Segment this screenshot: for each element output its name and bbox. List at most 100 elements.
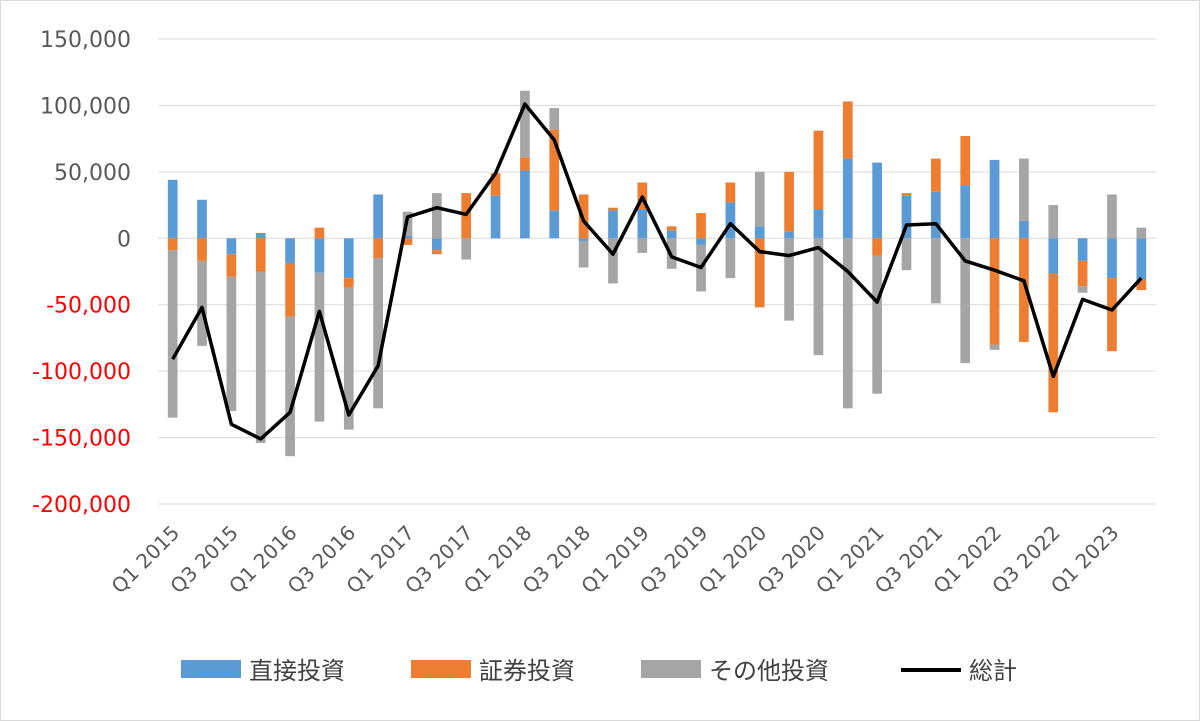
legend: 直接投資 証券投資 その他投資 総計 [181, 657, 1017, 685]
bar-direct [343, 238, 354, 279]
y-tick-label: -150,000 [32, 427, 131, 452]
bar-other [637, 238, 648, 253]
bar-other [1107, 194, 1117, 239]
bar-direct [989, 159, 1000, 239]
y-axis-tick-labels: 150,000 100,000 50,000 0 -50,000 -100,000 -150… [32, 28, 131, 518]
bar-direct [1077, 238, 1088, 261]
bar-portfolio [432, 250, 442, 255]
bar-portfolio [1077, 260, 1088, 287]
bar-portfolio [549, 129, 560, 211]
bar-other [1077, 286, 1088, 293]
bar-direct [255, 232, 266, 239]
bar-other [989, 344, 1000, 350]
bar-portfolio [989, 238, 1000, 345]
bar-other [373, 258, 383, 409]
bar-other [167, 250, 178, 418]
bar-direct [578, 238, 589, 241]
bar-portfolio [226, 254, 237, 277]
bar-other [226, 276, 237, 411]
bar-portfolio [255, 238, 266, 272]
bar-portfolio [608, 207, 618, 211]
bar-portfolio [784, 171, 794, 232]
legend-label: その他投資 [709, 657, 829, 685]
bar-other [813, 238, 824, 356]
bar-other [754, 171, 765, 227]
bar-other [960, 238, 971, 364]
bar-portfolio [666, 226, 677, 231]
bar-portfolio [402, 238, 413, 245]
bar-direct [1019, 221, 1029, 239]
legend-label: 総計 [969, 657, 1017, 685]
bar-other [1019, 158, 1029, 222]
bar-other [549, 108, 560, 130]
bar-portfolio [901, 193, 912, 196]
bar-direct [960, 185, 971, 239]
bar-direct [314, 238, 325, 273]
bar-direct [549, 210, 560, 239]
bar-portfolio [842, 101, 853, 159]
bar-portfolio [1019, 238, 1029, 342]
bar-other [461, 238, 472, 260]
bar-portfolio [960, 135, 971, 186]
bar-direct [520, 170, 530, 239]
bar-portfolio [696, 213, 706, 239]
y-tick-label: -100,000 [32, 360, 131, 385]
legend-label: 直接投資 [249, 657, 345, 685]
bar-other [432, 193, 442, 239]
bar-other [520, 90, 530, 158]
bar-direct [608, 210, 618, 239]
bar-other [1136, 227, 1147, 239]
bar-direct [1107, 238, 1117, 279]
bar-direct [197, 199, 207, 239]
bar-other [285, 316, 295, 457]
y-tick-label: 50,000 [54, 161, 131, 186]
bar-series [167, 90, 1147, 457]
bar-direct [226, 238, 237, 255]
bar-direct [490, 195, 501, 239]
bar-other [901, 238, 912, 271]
bar-portfolio [373, 238, 383, 259]
bar-portfolio [872, 238, 882, 256]
y-tick-label: -200,000 [32, 493, 131, 518]
bar-portfolio [1107, 278, 1117, 352]
bar-other [725, 238, 736, 279]
bar-other [314, 272, 325, 422]
legend-swatch [641, 660, 701, 678]
bar-portfolio [490, 173, 501, 196]
bar-direct [432, 238, 442, 251]
total-line-series [171, 102, 1143, 441]
legend-swatch [411, 660, 471, 678]
legend-label: 証券投資 [479, 657, 575, 685]
bar-portfolio [197, 238, 207, 261]
legend-swatch [181, 660, 241, 678]
bar-other [578, 240, 589, 268]
bar-other [784, 238, 794, 321]
bar-other [197, 260, 207, 346]
bar-direct [725, 202, 736, 239]
bar-other [608, 238, 618, 284]
bar-direct [872, 162, 882, 239]
bar-direct [637, 209, 648, 239]
bar-portfolio [343, 278, 354, 288]
bar-direct [666, 230, 677, 239]
y-tick-label: 100,000 [40, 94, 131, 119]
bar-direct [1136, 238, 1147, 280]
bar-portfolio [931, 158, 941, 192]
bar-direct [696, 238, 706, 245]
bar-other [872, 255, 882, 394]
bar-direct [813, 209, 824, 239]
bar-other [255, 271, 266, 443]
bar-direct [784, 231, 794, 239]
bar-direct [285, 238, 295, 264]
bar-other [842, 238, 853, 409]
bar-portfolio [725, 182, 736, 203]
bar-direct [373, 194, 383, 239]
bar-direct [754, 226, 765, 239]
bar-portfolio [813, 130, 824, 210]
y-tick-label: 150,000 [40, 28, 131, 53]
bar-portfolio [167, 238, 178, 251]
y-tick-label: 0 [117, 227, 131, 252]
